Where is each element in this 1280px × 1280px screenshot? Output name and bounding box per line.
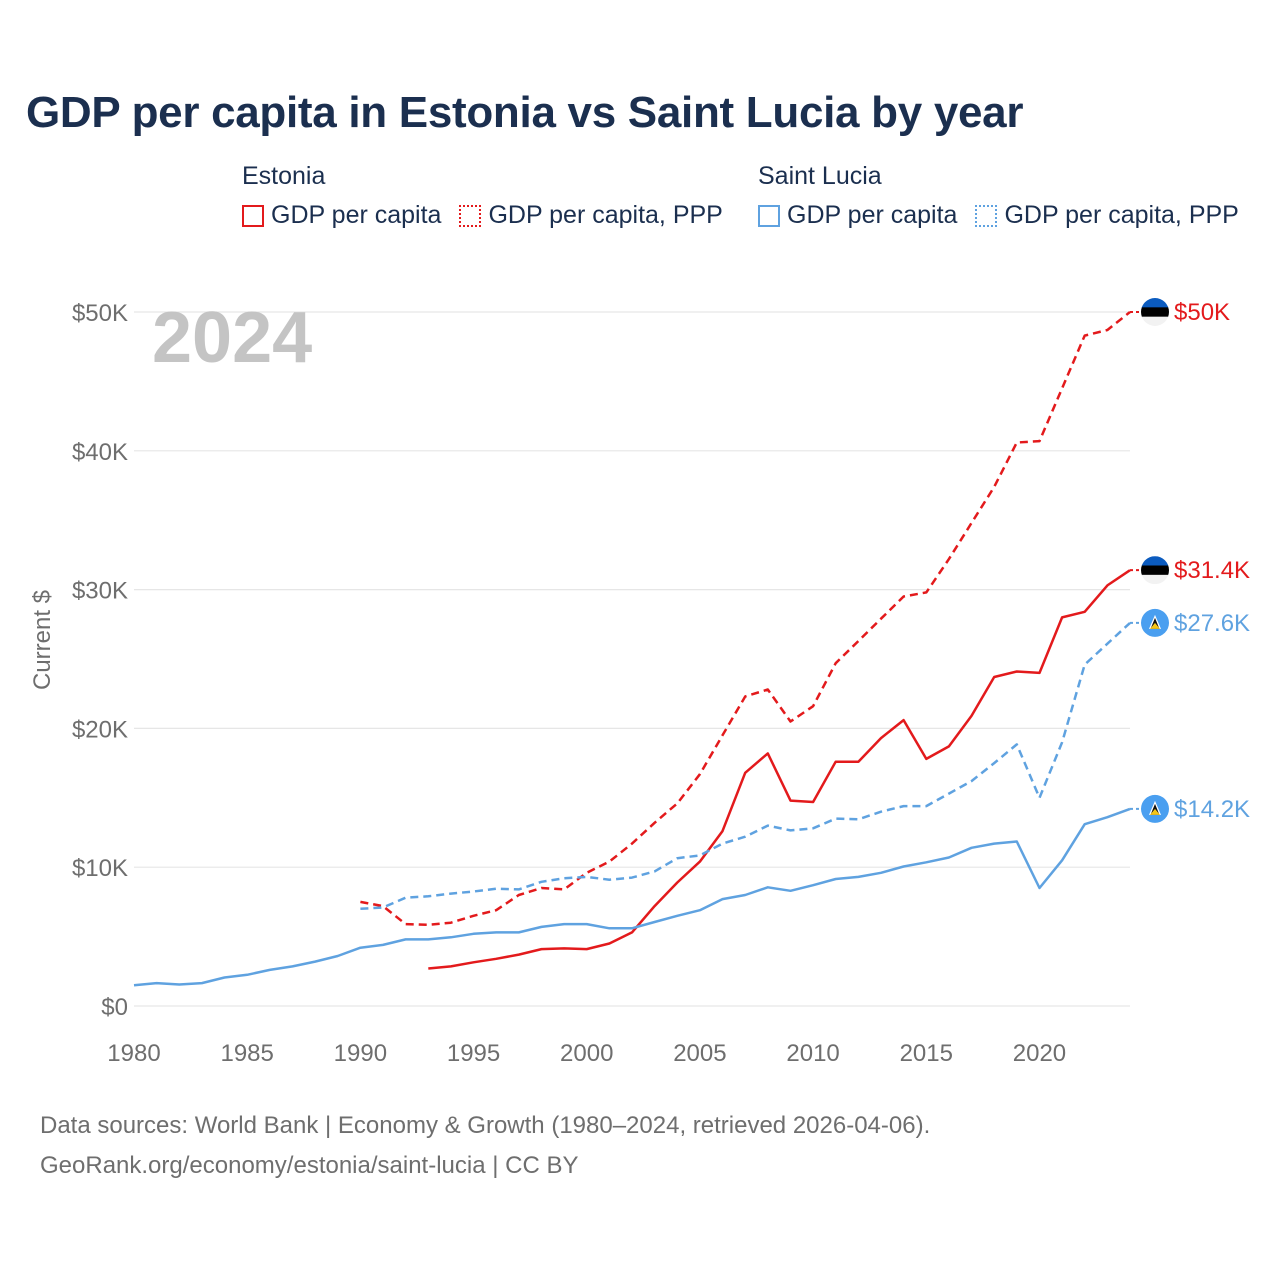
legend-item-estonia-gdp[interactable]: GDP per capita bbox=[242, 201, 441, 230]
legend-item-saint-lucia-gdp-ppp[interactable]: GDP per capita, PPP bbox=[975, 201, 1239, 230]
legend-item-estonia-gdp-ppp[interactable]: GDP per capita, PPP bbox=[459, 201, 723, 230]
x-tick-label: 1990 bbox=[334, 1040, 387, 1067]
series-line[interactable] bbox=[428, 569, 1131, 970]
legend-swatch-dotted bbox=[975, 204, 998, 227]
end-labels: $31.4K $50K $14.2K $27.6K bbox=[1130, 298, 1250, 823]
estonia-flag-icon bbox=[1141, 556, 1169, 585]
estonia-flag-icon bbox=[1141, 298, 1169, 326]
series-lines bbox=[133, 311, 1131, 987]
series-line[interactable] bbox=[360, 311, 1131, 927]
y-tick-label: $50K bbox=[72, 300, 128, 327]
legend-group-title-estonia: Estonia bbox=[242, 162, 326, 190]
y-tick-label: $20K bbox=[72, 716, 128, 743]
legend-group-saint-lucia: Saint Lucia GDP per capita GDP per capit… bbox=[758, 162, 1239, 230]
saint-lucia-flag-icon bbox=[1141, 608, 1169, 637]
x-tick-label: 2020 bbox=[1013, 1040, 1066, 1067]
legend-item-saint-lucia-gdp[interactable]: GDP per capita bbox=[758, 201, 957, 230]
legend-label: GDP per capita, PPP bbox=[1004, 201, 1239, 229]
x-tick-label: 1985 bbox=[220, 1040, 273, 1067]
x-axis-ticks: 1980 1985 1990 1995 2000 2005 2010 2015 2020 bbox=[107, 1040, 1066, 1067]
x-tick-label: 1980 bbox=[107, 1040, 160, 1067]
end-value-label: $31.4K bbox=[1174, 557, 1250, 584]
end-value-label: $50K bbox=[1174, 299, 1230, 326]
legend-label: GDP per capita bbox=[271, 201, 442, 229]
series-line[interactable] bbox=[133, 807, 1131, 987]
legend-group-title-saint-lucia: Saint Lucia bbox=[758, 162, 882, 190]
legend-group-estonia: Estonia GDP per capita GDP per capita, P… bbox=[242, 162, 741, 230]
year-watermark: 2024 bbox=[152, 298, 312, 378]
legend-swatch-solid bbox=[242, 204, 264, 227]
legend-swatch-dotted bbox=[459, 204, 482, 227]
footer: Data sources: World Bank | Economy & Gro… bbox=[40, 1106, 930, 1186]
x-tick-label: 1995 bbox=[447, 1040, 500, 1067]
legend-label: GDP per capita, PPP bbox=[488, 201, 723, 229]
x-tick-label: 2010 bbox=[786, 1040, 839, 1067]
x-tick-label: 2000 bbox=[560, 1040, 613, 1067]
y-tick-label: $30K bbox=[72, 578, 128, 605]
footer-link[interactable]: GeoRank.org/economy/estonia/saint-lucia … bbox=[40, 1152, 579, 1179]
legend-label: GDP per capita bbox=[787, 201, 958, 229]
gridlines bbox=[134, 311, 1130, 1007]
legend-swatch-solid bbox=[758, 204, 780, 227]
y-tick-label: $0 bbox=[101, 994, 128, 1021]
end-value-label: $14.2K bbox=[1174, 796, 1250, 823]
y-tick-label: $40K bbox=[72, 439, 128, 466]
y-axis-ticks: $0 $10K $20K $30K $40K $50K bbox=[72, 300, 128, 1021]
series-line[interactable] bbox=[360, 621, 1131, 911]
saint-lucia-flag-icon bbox=[1141, 794, 1169, 823]
y-tick-label: $10K bbox=[72, 855, 128, 882]
x-tick-label: 2005 bbox=[673, 1040, 726, 1067]
x-tick-label: 2015 bbox=[900, 1040, 953, 1067]
y-axis-label: Current $ bbox=[29, 590, 56, 690]
chart-title: GDP per capita in Estonia vs Saint Lucia… bbox=[26, 88, 1024, 137]
end-value-label: $27.6K bbox=[1174, 610, 1250, 637]
footer-sources: Data sources: World Bank | Economy & Gro… bbox=[40, 1112, 931, 1139]
